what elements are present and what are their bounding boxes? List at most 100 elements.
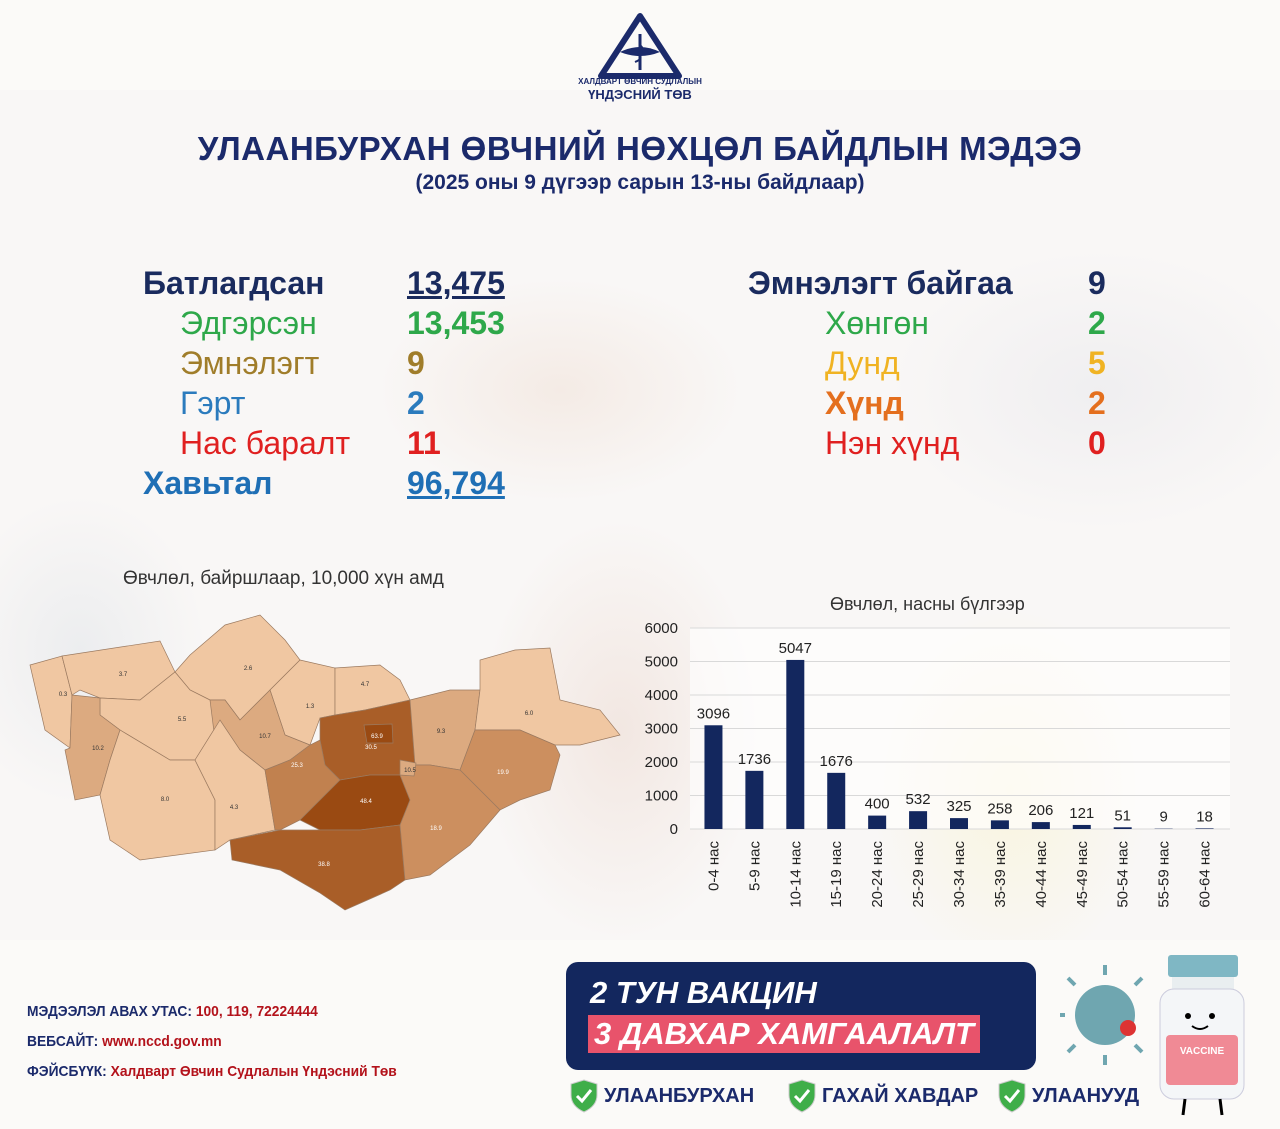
stat-label: Хүнд <box>825 385 904 421</box>
y-tick-label: 2000 <box>645 754 678 771</box>
stat-value: 0 <box>1088 425 1106 461</box>
stat-label: Нас баралт <box>180 425 351 461</box>
stat-label: Эмнэлэгт байгаа <box>748 265 1013 301</box>
data-label: 532 <box>906 791 931 808</box>
stat-value: 11 <box>407 425 441 461</box>
map-region-value: 10.2 <box>92 746 104 752</box>
nccd-logo <box>598 13 682 79</box>
checklist-label: ГАХАЙ ХАВДАР <box>822 1084 979 1107</box>
y-tick-label: 0 <box>670 821 678 838</box>
bar <box>909 811 928 829</box>
data-label: 1676 <box>820 753 853 770</box>
y-tick-label: 3000 <box>645 721 678 738</box>
data-label: 121 <box>1069 805 1094 822</box>
stat-value: 9 <box>407 345 425 381</box>
stat-value: 13,475 <box>407 265 505 301</box>
footer-facebook: ФЭЙСБҮҮК: Халдварт Өвчин Судлалын Үндэсн… <box>27 1063 397 1080</box>
bar <box>1072 824 1091 829</box>
map-region-value: 48.4 <box>360 799 372 805</box>
y-tick-label: 4000 <box>645 687 678 704</box>
shield-check-icon <box>998 1079 1026 1113</box>
map-region-value: 2.6 <box>244 666 253 672</box>
map-region-value: 63.9 <box>371 734 383 740</box>
x-tick-label: 25-29 нас <box>910 841 927 908</box>
map-region-value: 4.3 <box>230 805 239 811</box>
x-tick-label: 50-54 нас <box>1115 841 1132 908</box>
checklist-label: УЛААНБУРХАН <box>604 1084 755 1107</box>
web-link[interactable]: www.nccd.gov.mn <box>102 1033 222 1050</box>
checklist-label: УЛААНУУД <box>1032 1084 1140 1107</box>
data-label: 206 <box>1028 802 1053 819</box>
map-region-value: 1.3 <box>306 704 315 710</box>
stat-value: 9 <box>1088 265 1106 301</box>
stat-value: 2 <box>1088 385 1106 421</box>
x-tick-label: 40-44 нас <box>1033 841 1050 908</box>
map-region-value: 30.5 <box>365 745 377 751</box>
map-region-value: 5.5 <box>178 717 187 723</box>
data-label: 400 <box>865 796 890 813</box>
data-label: 9 <box>1159 809 1167 826</box>
data-label: 3096 <box>697 705 730 722</box>
bar <box>950 818 968 829</box>
x-tick-label: 5-9 нас <box>746 841 763 891</box>
logo-line1: ХАЛДВАРТ ӨВЧИН СУДЛАЛЫН <box>578 77 702 86</box>
checklist-item: УЛААНБУРХАН <box>570 1079 754 1113</box>
x-tick-label: 30-34 нас <box>951 841 968 908</box>
map-title: Өвчлөл, байршлаар, 10,000 хүн амд <box>123 568 444 589</box>
bar <box>786 659 805 829</box>
map-region-value: 4.7 <box>361 682 370 688</box>
map-region-value: 8.0 <box>161 797 170 803</box>
data-label: 18 <box>1196 808 1213 825</box>
stat-value: 2 <box>407 385 425 421</box>
y-tick-label: 1000 <box>645 788 678 805</box>
y-tick-label: 5000 <box>645 654 678 671</box>
bar <box>868 815 887 829</box>
map-region-value: 10.5 <box>404 768 416 774</box>
bar <box>827 772 846 829</box>
stat-label: Эмнэлэгт <box>180 345 320 381</box>
stat-label: Гэрт <box>180 385 246 421</box>
map-region <box>229 824 406 911</box>
y-tick-label: 6000 <box>645 620 678 637</box>
bar <box>1195 828 1214 829</box>
data-label: 5047 <box>779 640 812 657</box>
web-label: ВЕБСАЙТ: <box>27 1033 99 1050</box>
stat-label: Эдгэрсэн <box>180 305 317 341</box>
x-tick-label: 60-64 нас <box>1197 841 1214 908</box>
map-region-value: 9.3 <box>437 729 446 735</box>
footer-web: ВЕБСАЙТ: www.nccd.gov.mn <box>27 1033 222 1050</box>
bar <box>704 725 723 829</box>
bar <box>990 820 1009 829</box>
virus-icon <box>1060 965 1144 1065</box>
stat-label: Хөнгөн <box>825 305 929 341</box>
phone-label: МЭДЭЭЛЭЛ АВАХ УТАС: <box>27 1003 192 1020</box>
page-title: УЛААНБУРХАН ӨВЧНИЙ НӨХЦӨЛ БАЙДЛЫН МЭДЭЭ <box>197 130 1083 167</box>
x-tick-label: 55-59 нас <box>1156 841 1173 908</box>
incidence-map: 0.3 3.7 2.6 1.3 4.7 5.5 10.7 30.5 10.2 8.0 4.3 25.3… <box>29 614 621 911</box>
x-tick-label: 0-4 нас <box>705 841 722 891</box>
map-region-value: 25.3 <box>291 763 303 769</box>
map-region-value: 18.9 <box>430 826 442 832</box>
stat-value: 2 <box>1088 305 1106 341</box>
data-label: 1736 <box>738 751 771 768</box>
stat-value: 13,453 <box>407 305 505 341</box>
shield-check-icon <box>570 1079 598 1113</box>
map-region-value: 3.7 <box>119 672 128 678</box>
fb-label: ФЭЙСБҮҮК: <box>27 1063 107 1080</box>
bar <box>1031 822 1050 829</box>
vial-label: VACCINE <box>1180 1046 1225 1057</box>
stat-value: 96,794 <box>407 465 505 501</box>
stat-label: Батлагдсан <box>143 265 325 301</box>
banner-line2: 3 ДАВХАР ХАМГААЛАЛТ <box>588 1015 980 1053</box>
chart-title: Өвчлөл, насны бүлгээр <box>830 594 1025 614</box>
x-tick-label: 15-19 нас <box>828 841 845 908</box>
x-tick-label: 20-24 нас <box>869 841 886 908</box>
bar <box>1113 827 1132 829</box>
bar <box>745 770 764 829</box>
map-region-value: 38.8 <box>318 862 330 868</box>
map-region-value: 19.9 <box>497 770 509 776</box>
x-tick-label: 10-14 нас <box>787 841 804 908</box>
stat-value: 5 <box>1088 345 1106 381</box>
phone-value: 100, 119, 72224444 <box>195 1003 318 1020</box>
vaccine-mascot-illustration: VACCINE <box>1060 955 1245 1116</box>
